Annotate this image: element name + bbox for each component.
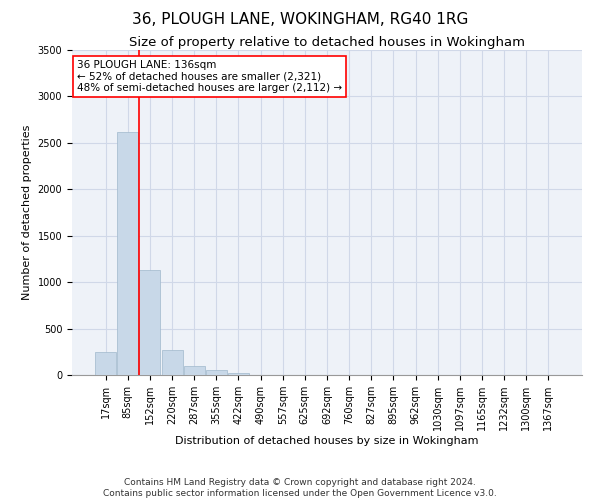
Bar xyxy=(228,372,249,375)
Bar xyxy=(95,352,116,375)
Bar xyxy=(206,370,227,375)
Y-axis label: Number of detached properties: Number of detached properties xyxy=(22,125,32,300)
Bar xyxy=(139,270,160,375)
X-axis label: Distribution of detached houses by size in Wokingham: Distribution of detached houses by size … xyxy=(175,436,479,446)
Text: Contains HM Land Registry data © Crown copyright and database right 2024.
Contai: Contains HM Land Registry data © Crown c… xyxy=(103,478,497,498)
Text: 36, PLOUGH LANE, WOKINGHAM, RG40 1RG: 36, PLOUGH LANE, WOKINGHAM, RG40 1RG xyxy=(132,12,468,28)
Bar xyxy=(118,132,139,375)
Title: Size of property relative to detached houses in Wokingham: Size of property relative to detached ho… xyxy=(129,36,525,49)
Bar xyxy=(161,350,182,375)
Bar xyxy=(184,366,205,375)
Text: 36 PLOUGH LANE: 136sqm
← 52% of detached houses are smaller (2,321)
48% of semi-: 36 PLOUGH LANE: 136sqm ← 52% of detached… xyxy=(77,60,342,93)
